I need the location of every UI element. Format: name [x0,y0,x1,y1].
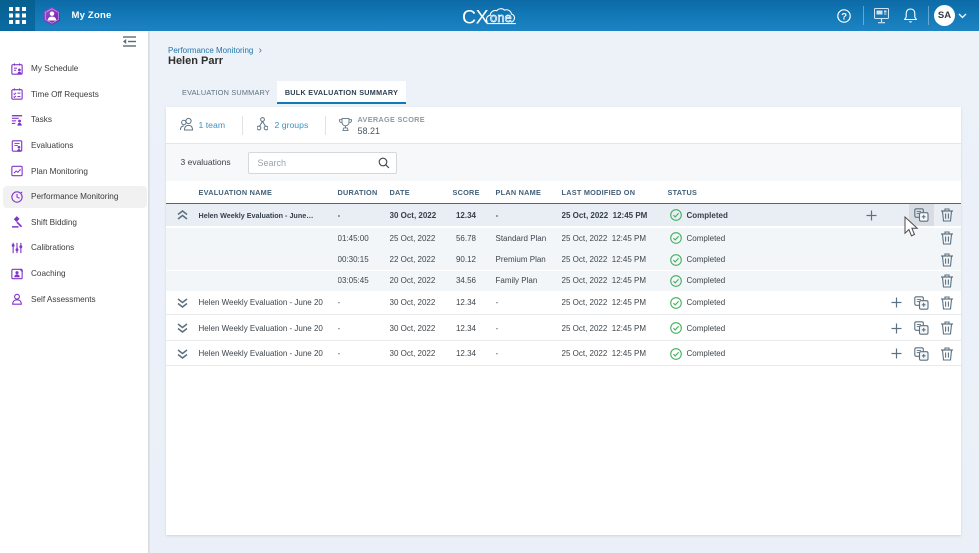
svg-text:CX: CX [462,7,489,27]
svg-text:one: one [490,10,512,25]
svg-text:?: ? [841,11,847,22]
